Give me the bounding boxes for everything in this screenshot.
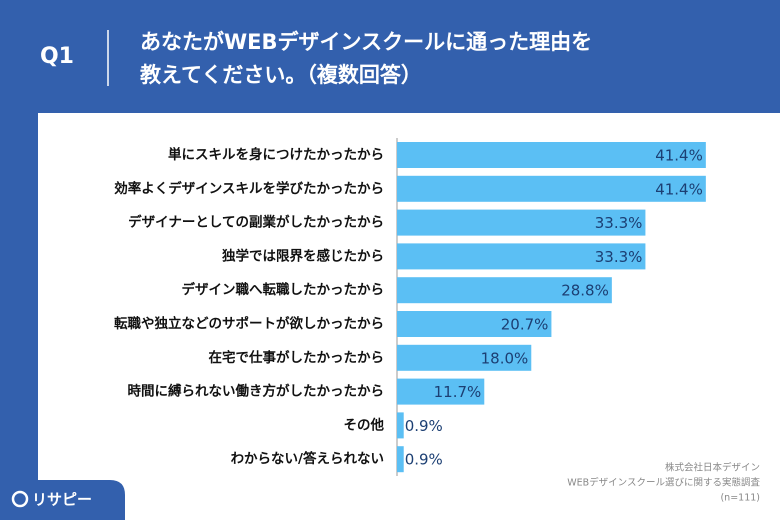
source: WEBデザインスクール選びに関する実態調査 bbox=[567, 477, 760, 489]
question-number: Q1 bbox=[40, 44, 74, 69]
value-label: 41.4% bbox=[655, 180, 703, 198]
bar bbox=[397, 243, 646, 270]
logo-icon bbox=[11, 490, 29, 508]
logo-tab bbox=[0, 480, 125, 520]
category-label: 時間に縛られない働き方がしたかったから bbox=[128, 383, 385, 400]
value-label: 11.7% bbox=[434, 383, 482, 401]
category-label: 効率よくデザインスキルを学びたかったから bbox=[114, 180, 384, 197]
bar bbox=[397, 344, 532, 371]
category-label: デザイン職へ転職したかったから bbox=[182, 281, 385, 298]
category-label: 単にスキルを身につけたかったから bbox=[168, 146, 384, 163]
bar bbox=[397, 378, 485, 405]
value-label: 28.8% bbox=[561, 282, 609, 300]
category-label: その他 bbox=[344, 416, 385, 433]
category-label: 転職や独立などのサポートが欲しかったから bbox=[114, 315, 384, 332]
value-label: 33.3% bbox=[595, 214, 643, 232]
value-label: 0.9% bbox=[405, 451, 443, 469]
value-label: 0.9% bbox=[405, 417, 443, 435]
value-label: 33.3% bbox=[595, 248, 643, 266]
bar bbox=[397, 277, 612, 304]
bar bbox=[397, 175, 706, 202]
title-line: 教えてください。（複数回答） bbox=[140, 63, 422, 87]
value-label: 20.7% bbox=[501, 316, 549, 334]
category-label: 在宅で仕事がしたかったから bbox=[209, 349, 385, 366]
category-label: わからない/答えられない bbox=[231, 450, 384, 467]
title-line: あなたがWEBデザインスクールに通った理由を bbox=[140, 30, 592, 54]
value-label: 41.4% bbox=[655, 147, 703, 165]
bar bbox=[397, 412, 404, 439]
bar bbox=[397, 209, 646, 236]
source: (n=111) bbox=[720, 493, 760, 504]
logo: リサピー bbox=[32, 491, 92, 509]
category-label: 独学では限界を感じたから bbox=[222, 247, 384, 264]
bar bbox=[397, 446, 404, 473]
bar bbox=[397, 311, 552, 337]
source: 株式会社日本デザイン bbox=[665, 462, 760, 474]
bar bbox=[397, 142, 706, 168]
value-label: 18.0% bbox=[481, 349, 529, 367]
category-label: デザイナーとしての副業がしたかったから bbox=[128, 214, 384, 231]
